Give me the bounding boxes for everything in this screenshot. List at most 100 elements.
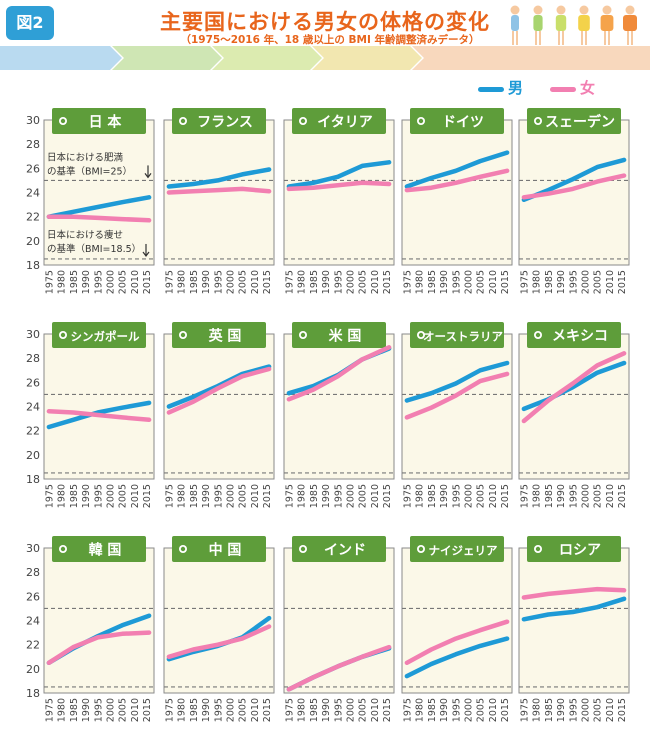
x-tick-label: 1985 bbox=[69, 270, 80, 294]
x-tick-label: 2015 bbox=[262, 484, 273, 508]
x-tick-label: 2015 bbox=[617, 698, 628, 722]
x-tick-label: 1980 bbox=[532, 698, 543, 722]
x-tick-label: 1995 bbox=[93, 698, 104, 722]
chart-12: インド 1975 1980 1985 1990 1995 2000 2005 2010 2015 bbox=[283, 536, 395, 722]
person-head bbox=[556, 5, 566, 15]
chart-11: 中 国 1975 1980 1985 1990 1995 2000 2005 2010 2015 bbox=[163, 536, 275, 722]
person-leg bbox=[581, 31, 583, 45]
x-tick-label: 1985 bbox=[309, 270, 320, 294]
x-tick-label: 2010 bbox=[250, 698, 261, 722]
person-head bbox=[579, 5, 589, 15]
x-tick-label: 1985 bbox=[309, 484, 320, 508]
x-tick-label: 1985 bbox=[427, 484, 438, 508]
x-tick-label: 1985 bbox=[189, 484, 200, 508]
legend-swatch-female bbox=[550, 87, 576, 92]
x-tick-label: 1975 bbox=[164, 484, 175, 508]
x-tick-label: 1985 bbox=[427, 270, 438, 294]
x-tick-label: 2005 bbox=[118, 484, 129, 508]
x-tick-label: 2010 bbox=[488, 698, 499, 722]
x-tick-label: 1980 bbox=[177, 270, 188, 294]
series-line-female bbox=[46, 214, 152, 223]
x-tick-label: 2015 bbox=[500, 698, 511, 722]
x-tick-label: 1980 bbox=[415, 698, 426, 722]
x-tick-label: 2015 bbox=[500, 484, 511, 508]
title-banner bbox=[172, 536, 266, 562]
title-dot-inner bbox=[60, 546, 66, 552]
x-tick-label: 1975 bbox=[402, 270, 413, 294]
y-tick-label: 20 bbox=[26, 235, 40, 248]
y-tick-label: 26 bbox=[26, 376, 40, 389]
x-tick-label: 2005 bbox=[593, 270, 604, 294]
series-line-male bbox=[46, 195, 152, 219]
chart-7: 米 国 1975 1980 1985 1990 1995 2000 2005 2010 2015 bbox=[283, 322, 395, 508]
x-tick-label: 2005 bbox=[238, 270, 249, 294]
x-tick-label: 2015 bbox=[617, 484, 628, 508]
x-tick-label: 1990 bbox=[439, 270, 450, 294]
x-tick-label: 1990 bbox=[439, 698, 450, 722]
plot-area bbox=[283, 333, 395, 480]
title-dot-inner bbox=[535, 118, 541, 124]
figure-badge: 図2 bbox=[6, 6, 54, 40]
x-tick-label: 2015 bbox=[262, 270, 273, 294]
title-dot-inner bbox=[300, 332, 306, 338]
series-line-male bbox=[521, 360, 627, 412]
series-line-female bbox=[521, 173, 627, 200]
x-tick-label: 1990 bbox=[81, 484, 92, 508]
series-line-male bbox=[404, 150, 510, 189]
plot-area bbox=[283, 547, 395, 694]
chart-4: スェーデン 1975 1980 1985 1990 1995 2000 2005 2010 201… bbox=[518, 108, 630, 294]
x-tick-label: 2010 bbox=[250, 484, 261, 508]
person-leg bbox=[608, 31, 610, 45]
title-banner bbox=[172, 322, 266, 348]
person-body bbox=[578, 15, 590, 31]
x-tick-label: 2010 bbox=[130, 270, 141, 294]
series-line-female bbox=[166, 624, 272, 660]
x-tick-label: 2000 bbox=[346, 698, 357, 722]
x-tick-label: 2000 bbox=[581, 484, 592, 508]
x-tick-label: 1975 bbox=[284, 484, 295, 508]
person-head bbox=[533, 5, 543, 15]
x-tick-label: 2000 bbox=[346, 270, 357, 294]
y-tick-label: 20 bbox=[26, 663, 40, 676]
series-line-female bbox=[521, 351, 627, 424]
x-tick-label: 1990 bbox=[201, 484, 212, 508]
y-tick-label: 26 bbox=[26, 590, 40, 603]
x-tick-label: 2005 bbox=[593, 698, 604, 722]
x-tick-label: 2015 bbox=[262, 698, 273, 722]
legend-label-female: 女 bbox=[580, 79, 596, 97]
chart-title: インド bbox=[324, 543, 366, 559]
x-tick-label: 1975 bbox=[284, 270, 295, 294]
x-tick-label: 1975 bbox=[164, 270, 175, 294]
down-arrow-icon bbox=[144, 173, 152, 179]
x-tick-label: 1985 bbox=[544, 270, 555, 294]
x-tick-label: 1980 bbox=[297, 270, 308, 294]
chart-title: 韓 国 bbox=[89, 542, 122, 559]
title-dot-inner bbox=[300, 118, 306, 124]
x-tick-label: 1995 bbox=[213, 484, 224, 508]
x-tick-label: 2015 bbox=[142, 270, 153, 294]
x-tick-label: 1990 bbox=[321, 270, 332, 294]
series-line-male bbox=[286, 160, 392, 189]
title-banner bbox=[527, 536, 621, 562]
y-tick-label: 30 bbox=[26, 328, 40, 341]
title-banner bbox=[410, 108, 504, 134]
person-leg bbox=[631, 31, 633, 45]
x-tick-label: 1975 bbox=[284, 698, 295, 722]
x-tick-label: 2005 bbox=[238, 484, 249, 508]
chart-title: フランス bbox=[197, 115, 253, 131]
x-tick-label: 1990 bbox=[321, 484, 332, 508]
x-tick-label: 1975 bbox=[402, 698, 413, 722]
person-body bbox=[600, 15, 614, 31]
arrow-band bbox=[0, 46, 650, 70]
y-tick-label: 22 bbox=[26, 639, 40, 652]
person-body bbox=[555, 15, 567, 31]
x-tick-label: 1985 bbox=[309, 698, 320, 722]
chart-8: オーストラリア 1975 1980 1985 1990 1995 2000 2005 2010 2… bbox=[401, 322, 513, 508]
series-line-female bbox=[46, 630, 152, 666]
series-line-female bbox=[166, 186, 272, 195]
chart-5: シンガポール 18 20 22 24 26 28 30 1975 1980 1985 1990 1995… bbox=[26, 322, 155, 508]
x-tick-label: 1980 bbox=[297, 484, 308, 508]
title-dot-inner bbox=[180, 332, 186, 338]
plot-area bbox=[283, 119, 395, 266]
